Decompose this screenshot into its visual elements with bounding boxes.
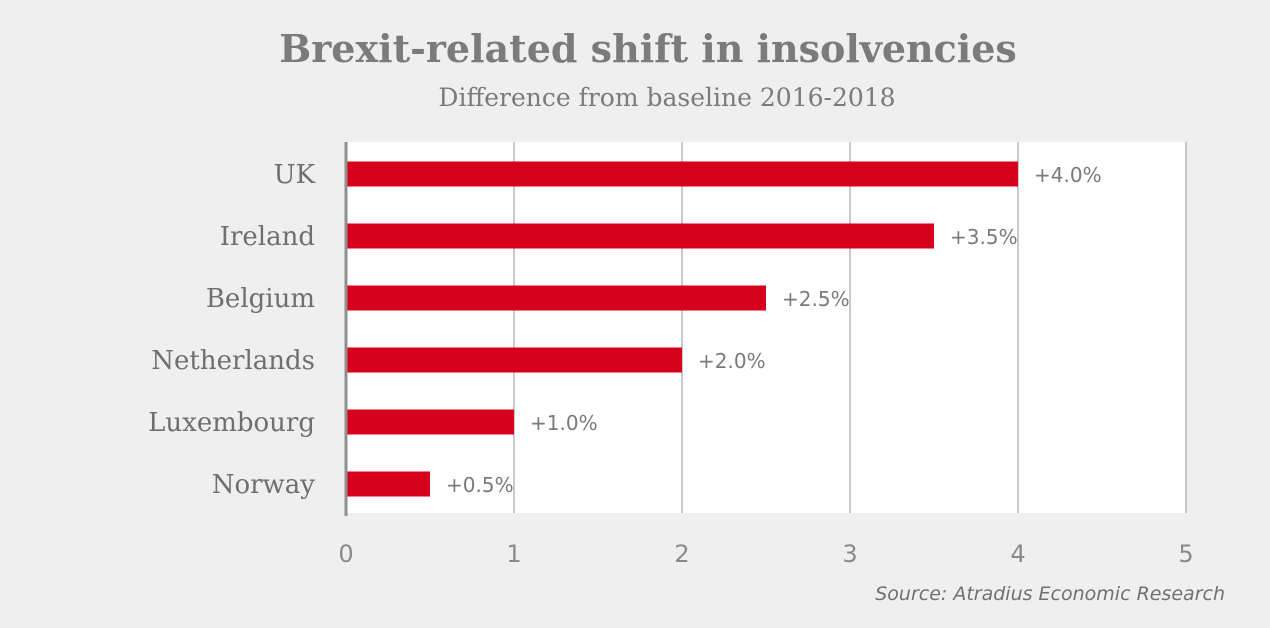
category-label-belgium: Belgium xyxy=(206,284,315,314)
x-tick-label-3: 3 xyxy=(842,540,857,568)
source-note: Source: Atradius Economic Research xyxy=(875,583,1225,605)
data-label-luxembourg: +1.0% xyxy=(530,411,598,435)
x-tick-label-1: 1 xyxy=(506,540,521,568)
plot-background xyxy=(346,142,1186,513)
category-label-luxembourg: Luxembourg xyxy=(148,408,315,438)
chart-subtitle: Difference from baseline 2016-2018 xyxy=(438,83,895,112)
category-label-norway: Norway xyxy=(212,470,316,500)
plot-area: UK +4.0% Ireland +3.5% Belgium +2.5% Netherlan… xyxy=(148,142,1194,568)
data-label-belgium: +2.5% xyxy=(782,287,850,311)
chart-title: Brexit-related shift in insolvencies xyxy=(279,26,1017,71)
category-label-ireland: Ireland xyxy=(220,222,315,252)
bar-luxembourg xyxy=(346,409,514,435)
category-label-netherlands: Netherlands xyxy=(151,346,315,376)
bar-belgium xyxy=(346,285,766,311)
x-tick-label-0: 0 xyxy=(338,540,353,568)
data-label-norway: +0.5% xyxy=(446,473,514,497)
bar-netherlands xyxy=(346,347,682,373)
x-tick-label-4: 4 xyxy=(1010,540,1025,568)
bar-norway xyxy=(346,471,430,497)
bar-ireland xyxy=(346,223,934,249)
x-tick-label-5: 5 xyxy=(1178,540,1193,568)
x-tick-label-2: 2 xyxy=(674,540,689,568)
data-label-ireland: +3.5% xyxy=(950,225,1018,249)
bar-uk xyxy=(346,161,1018,187)
category-label-uk: UK xyxy=(274,160,316,190)
data-label-uk: +4.0% xyxy=(1034,163,1102,187)
data-label-netherlands: +2.0% xyxy=(698,349,766,373)
